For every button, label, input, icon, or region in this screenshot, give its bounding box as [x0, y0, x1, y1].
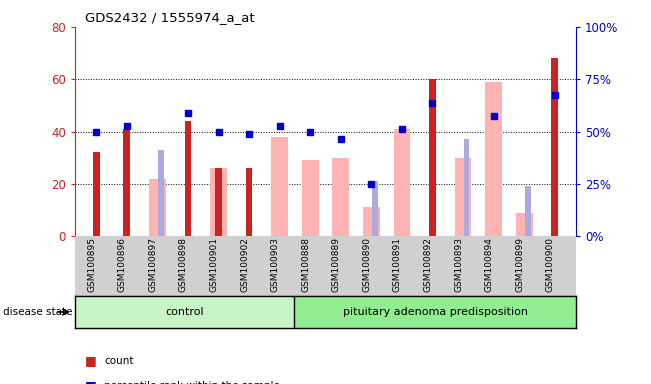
Text: GSM100889: GSM100889 — [332, 237, 340, 292]
Text: count: count — [104, 356, 133, 366]
Bar — [185, 121, 191, 236]
Text: GSM100895: GSM100895 — [87, 237, 96, 292]
Text: GSM100899: GSM100899 — [515, 237, 524, 292]
Bar — [551, 58, 558, 236]
Text: GSM100891: GSM100891 — [393, 237, 402, 292]
Text: GSM100901: GSM100901 — [210, 237, 219, 292]
Text: GSM100888: GSM100888 — [301, 237, 311, 292]
Bar — [363, 207, 380, 236]
Bar — [210, 168, 227, 236]
Bar — [215, 168, 222, 236]
Text: ■: ■ — [85, 354, 96, 367]
Text: GSM100894: GSM100894 — [484, 237, 493, 292]
Bar — [75, 296, 294, 328]
Text: GSM100903: GSM100903 — [271, 237, 280, 292]
Text: GDS2432 / 1555974_a_at: GDS2432 / 1555974_a_at — [85, 11, 255, 24]
Bar — [245, 168, 253, 236]
Bar — [454, 158, 471, 236]
Bar — [485, 82, 502, 236]
Text: GSM100893: GSM100893 — [454, 237, 463, 292]
Text: pituitary adenoma predisposition: pituitary adenoma predisposition — [342, 307, 528, 317]
Bar — [516, 213, 533, 236]
Bar — [149, 179, 166, 236]
Bar — [294, 296, 576, 328]
Text: GSM100902: GSM100902 — [240, 237, 249, 292]
Bar — [158, 150, 164, 236]
Text: GSM100896: GSM100896 — [118, 237, 127, 292]
Bar — [333, 158, 349, 236]
Text: control: control — [165, 307, 204, 317]
Bar — [525, 187, 531, 236]
Text: disease state: disease state — [3, 307, 73, 317]
Bar — [464, 139, 469, 236]
Text: GSM100897: GSM100897 — [148, 237, 158, 292]
Text: GSM100890: GSM100890 — [363, 237, 371, 292]
Bar — [271, 137, 288, 236]
Text: GSM100892: GSM100892 — [424, 237, 432, 292]
Bar — [372, 181, 378, 236]
Bar — [393, 129, 410, 236]
Bar — [429, 79, 436, 236]
Bar — [302, 160, 318, 236]
Text: ■: ■ — [85, 379, 96, 384]
Bar — [93, 152, 100, 236]
Text: percentile rank within the sample: percentile rank within the sample — [104, 381, 280, 384]
Text: GSM100900: GSM100900 — [546, 237, 555, 292]
Bar — [124, 129, 130, 236]
Text: GSM100898: GSM100898 — [179, 237, 188, 292]
